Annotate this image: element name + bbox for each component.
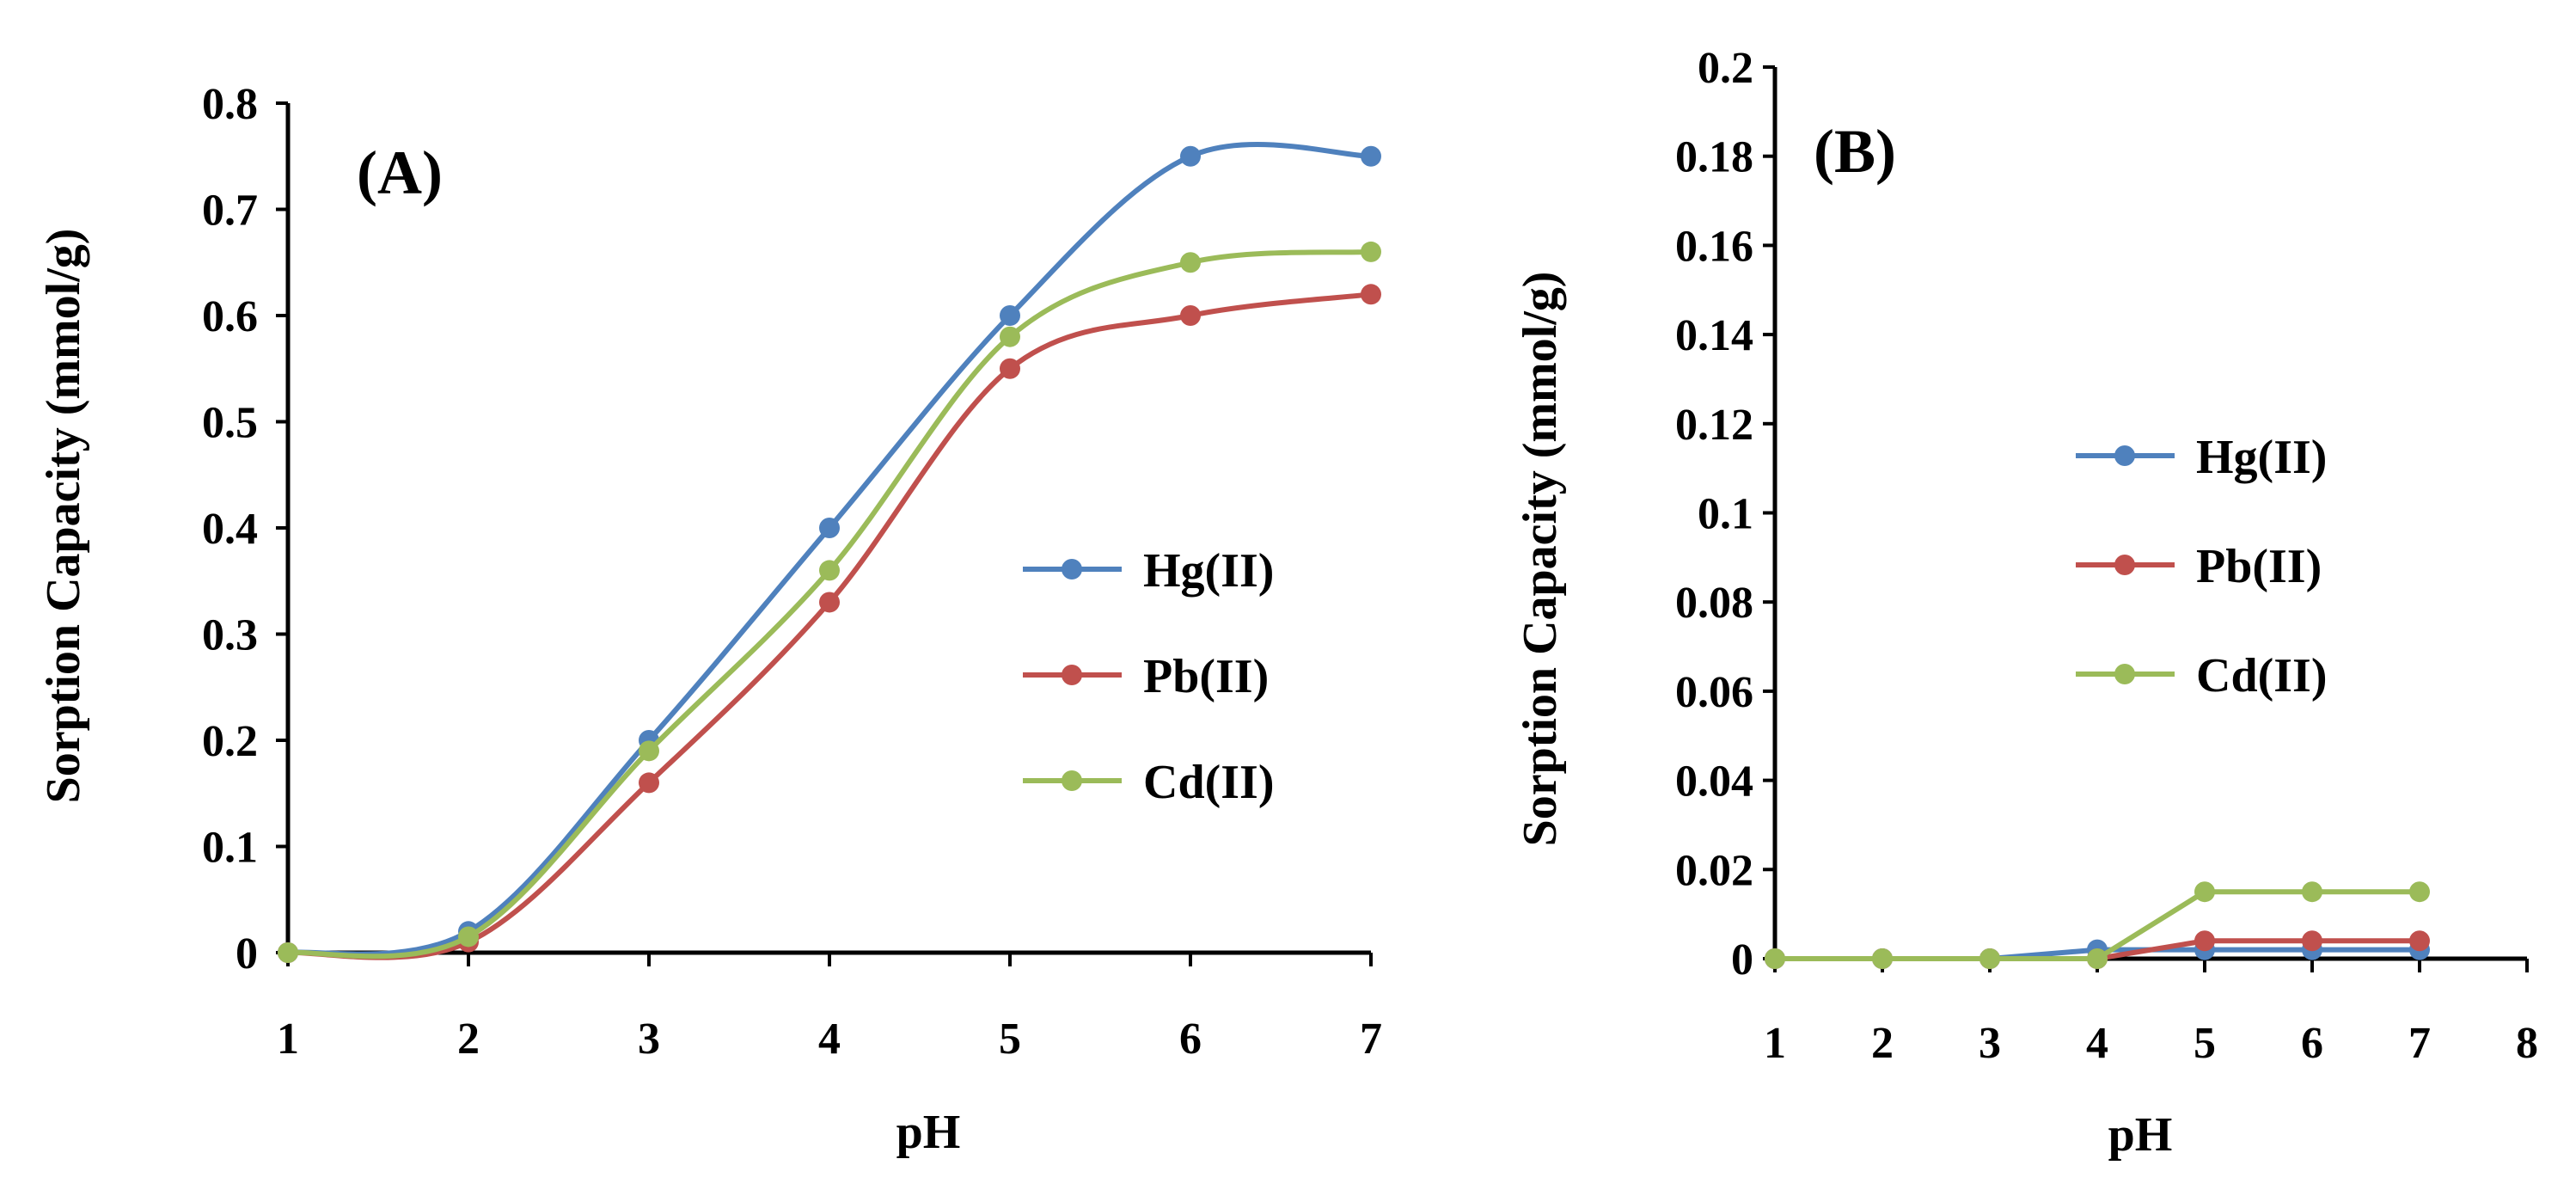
panel-a-data-point-cdii: [639, 740, 659, 762]
panel-a-x-tick-label: 1: [277, 1015, 299, 1064]
panel-b-x-tick-label: 4: [2086, 1019, 2108, 1068]
panel-b-label: (B): [1814, 117, 1896, 186]
panel-b-data-point-cdii: [2409, 881, 2430, 903]
panel-a-data-point-pbii: [1180, 305, 1201, 326]
panel-a-data-point-cdii: [278, 942, 298, 963]
panel-b-y-tick-label: 0.06: [1675, 668, 1753, 717]
panel-b-y-tick-label: 0.08: [1675, 579, 1753, 628]
panel-a-data-point-cdii: [1180, 252, 1201, 273]
panel-b-legend-label-pbii: Pb(II): [2196, 540, 2322, 593]
panel-b-y-tick-label: 0.18: [1675, 133, 1753, 182]
panel-a-y-tick-label: 0.7: [202, 187, 258, 236]
panel-a-data-point-pbii: [1000, 358, 1020, 379]
panel-a-x-tick-label: 6: [1179, 1015, 1202, 1064]
panel-a-data-point-pbii: [1361, 284, 1381, 305]
panel-a-y-tick-label: 0: [236, 929, 258, 978]
panel-a-legend-label-cdii: Cd(II): [1143, 756, 1274, 809]
panel-a-data-point-hgii: [1000, 305, 1020, 326]
panel-a-x-tick-label: 4: [818, 1015, 841, 1064]
panel-a-x-axis-title: pH: [896, 1106, 961, 1159]
panel-b-legend-marker-hgii: [2114, 445, 2135, 466]
panel-b-y-tick-label: 0.02: [1675, 846, 1753, 895]
panel-a-data-point-cdii: [1000, 326, 1020, 347]
panel-b-data-point-pbii: [2194, 930, 2215, 952]
panel-a-y-tick-label: 0.2: [202, 717, 258, 766]
panel-b-x-tick-label: 3: [1979, 1019, 2001, 1068]
panel-b-legend-marker-pbii: [2114, 555, 2135, 575]
panel-a-legend-label-pbii: Pb(II): [1143, 650, 1269, 703]
panel-a-y-tick-label: 0.8: [202, 80, 258, 129]
panel-a-series-line-pbii: [287, 291, 1372, 960]
panel-b-y-tick-label: 0.04: [1675, 757, 1753, 806]
panel-b-data-point-cdii: [2302, 881, 2322, 903]
panel-a-x-tick-label: 3: [638, 1015, 660, 1064]
panel-a-y-tick-label: 0.5: [202, 399, 258, 448]
panel-b-data-point-pbii: [2302, 930, 2322, 952]
panel-b-y-tick-label: 0: [1731, 935, 1753, 984]
panel-b-y-tick-label: 0.16: [1675, 222, 1753, 271]
panel-a-y-tick-label: 0.1: [202, 824, 258, 873]
panel-a-data-point-pbii: [819, 592, 840, 613]
panel-b-y-tick-label: 0.2: [1698, 44, 1753, 93]
panel-a-data-point-hgii: [1180, 145, 1201, 167]
panel-b-legend-label-cdii: Cd(II): [2196, 649, 2327, 702]
panel-b-x-tick-label: 8: [2516, 1019, 2538, 1068]
panel-a-legend-label-hgii: Hg(II): [1143, 544, 1274, 598]
panel-b: (B) pH Sorption Capacity (mmol/g) 0 0.02 0…: [1514, 44, 2538, 1162]
panel-a-legend-marker-pbii: [1062, 665, 1082, 685]
panel-b-data-point-cdii: [1872, 948, 1893, 969]
panel-b-legend-marker-cdii: [2114, 664, 2135, 684]
panel-b-x-tick-label: 6: [2301, 1019, 2323, 1068]
panel-a-y-tick-label: 0.6: [202, 292, 258, 341]
panel-b-data-point-pbii: [2409, 930, 2430, 952]
panel-a-data-point-pbii: [639, 772, 659, 794]
panel-a-y-tick-label: 0.4: [202, 505, 258, 554]
panel-a-legend-marker-hgii: [1062, 559, 1082, 580]
panel-a-label: (A): [357, 138, 443, 207]
panel-b-x-tick-label: 7: [2408, 1019, 2431, 1068]
panel-a: (A) pH Sorption Capacity (mmol/g) 0 0.1 0.…: [37, 80, 1382, 1159]
panel-b-data-point-cdii: [1765, 948, 1785, 969]
panel-a-data-point-cdii: [1361, 241, 1381, 262]
panel-a-x-tick-label: 5: [999, 1015, 1021, 1064]
panel-a-data-point-cdii: [458, 926, 479, 947]
panel-b-x-tick-label: 1: [1764, 1019, 1786, 1068]
panel-b-y-tick-label: 0.12: [1675, 401, 1753, 450]
panel-b-legend-label-hgii: Hg(II): [2196, 431, 2327, 484]
panel-b-y-tick-label: 0.1: [1698, 490, 1753, 539]
panel-b-data-point-cdii: [2087, 948, 2108, 969]
panel-a-y-tick-label: 0.3: [202, 611, 258, 660]
panel-a-data-point-cdii: [819, 560, 840, 581]
panel-b-x-axis-title: pH: [2108, 1108, 2173, 1162]
panel-a-legend-marker-cdii: [1062, 770, 1082, 791]
panel-b-data-point-cdii: [2194, 881, 2215, 903]
panel-a-x-tick-label: 7: [1360, 1015, 1382, 1064]
panel-b-y-axis-title: Sorption Capacity (mmol/g): [1514, 272, 1567, 847]
panel-a-data-point-hgii: [819, 518, 840, 538]
panel-b-data-point-cdii: [1979, 948, 2000, 969]
panel-b-x-tick-label: 2: [1871, 1019, 1894, 1068]
panel-a-data-point-hgii: [1361, 145, 1381, 167]
panel-b-x-tick-label: 5: [2194, 1019, 2216, 1068]
panel-a-y-axis-title: Sorption Capacity (mmol/g): [37, 229, 90, 804]
panel-a-x-tick-label: 2: [457, 1015, 480, 1064]
panel-b-y-tick-label: 0.14: [1675, 311, 1753, 360]
